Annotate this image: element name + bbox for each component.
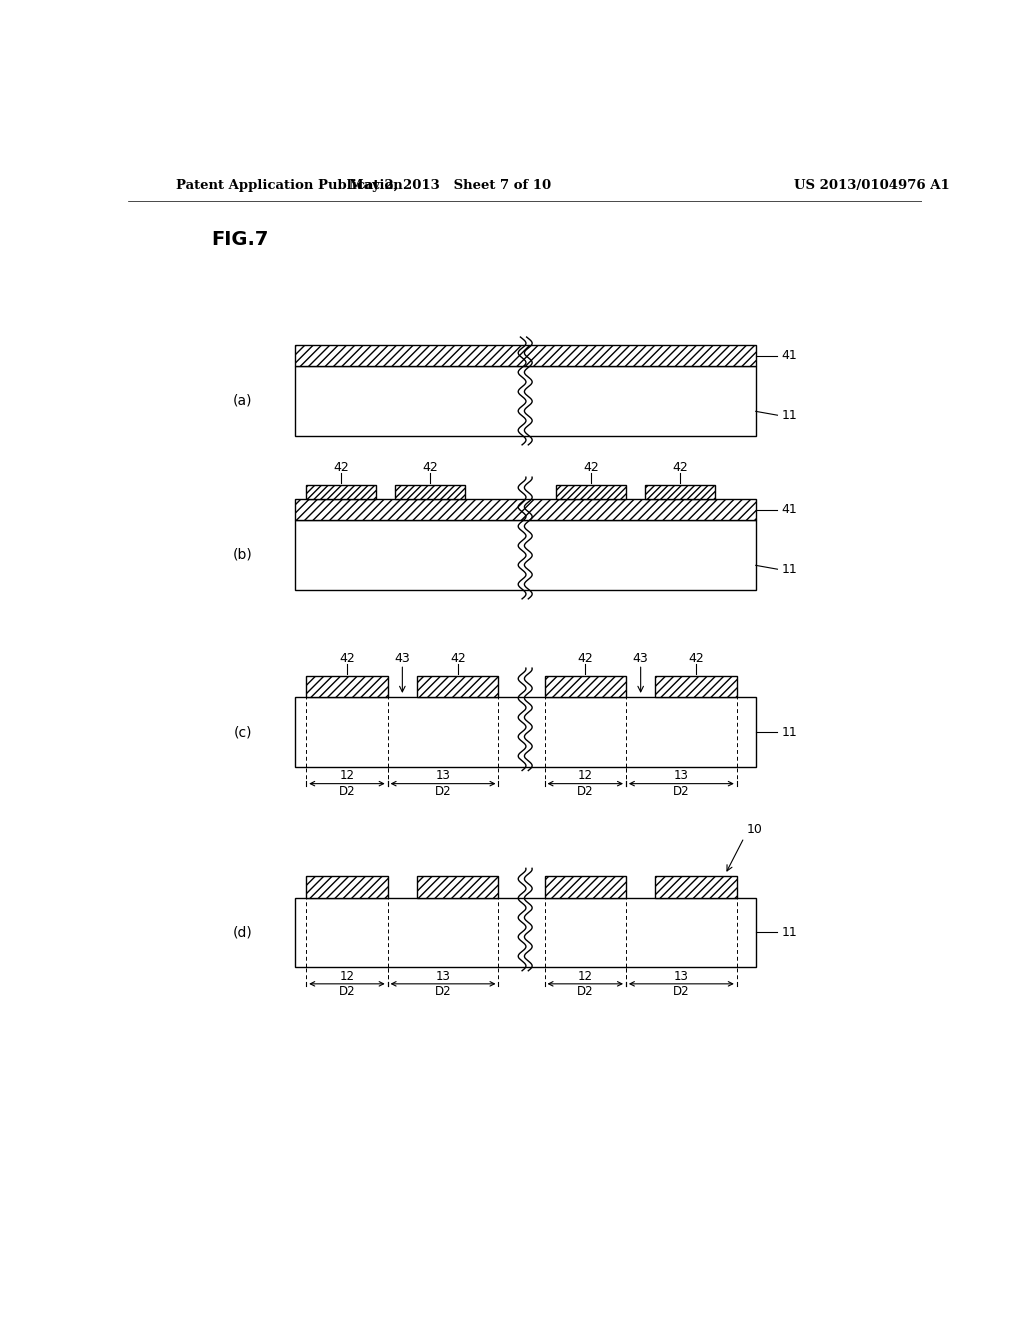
Text: 42: 42: [450, 652, 466, 665]
Text: 42: 42: [584, 462, 599, 474]
Text: 12: 12: [578, 970, 593, 982]
Text: D2: D2: [435, 985, 452, 998]
Text: D2: D2: [339, 985, 355, 998]
Bar: [295, 367, 756, 436]
Text: (d): (d): [232, 925, 253, 940]
Bar: [545, 676, 626, 697]
Bar: [655, 676, 736, 697]
Text: 41: 41: [781, 503, 797, 516]
Bar: [645, 484, 715, 499]
Text: 10: 10: [746, 824, 762, 837]
Bar: [545, 876, 626, 898]
Text: May 2, 2013   Sheet 7 of 10: May 2, 2013 Sheet 7 of 10: [348, 178, 551, 191]
Text: 13: 13: [674, 970, 689, 982]
Text: 11: 11: [781, 726, 797, 739]
Text: D2: D2: [435, 785, 452, 797]
Bar: [395, 484, 465, 499]
Text: D2: D2: [339, 785, 355, 797]
Text: 41: 41: [781, 348, 797, 362]
Text: 42: 42: [688, 652, 703, 665]
Text: 12: 12: [339, 970, 354, 982]
Bar: [295, 520, 756, 590]
Text: D2: D2: [673, 785, 689, 797]
Bar: [655, 876, 736, 898]
Bar: [295, 697, 756, 767]
Bar: [295, 499, 756, 520]
Text: 42: 42: [339, 652, 354, 665]
Text: 42: 42: [673, 462, 688, 474]
Text: 11: 11: [781, 562, 797, 576]
Text: 42: 42: [422, 462, 438, 474]
Text: 43: 43: [394, 652, 411, 665]
Text: 42: 42: [578, 652, 593, 665]
Text: 12: 12: [578, 770, 593, 783]
Bar: [306, 484, 376, 499]
Text: (c): (c): [233, 725, 252, 739]
Text: D2: D2: [577, 985, 594, 998]
Bar: [295, 345, 756, 367]
Bar: [417, 876, 499, 898]
Text: 13: 13: [435, 770, 451, 783]
Text: 11: 11: [781, 409, 797, 421]
Bar: [306, 676, 388, 697]
Text: Patent Application Publication: Patent Application Publication: [176, 178, 402, 191]
Text: D2: D2: [673, 985, 689, 998]
Text: 13: 13: [674, 770, 689, 783]
Bar: [417, 676, 499, 697]
Text: 12: 12: [339, 770, 354, 783]
Text: D2: D2: [577, 785, 594, 797]
Text: 13: 13: [435, 970, 451, 982]
Text: FIG.7: FIG.7: [212, 230, 269, 248]
Bar: [306, 876, 388, 898]
Text: 42: 42: [333, 462, 349, 474]
Text: 11: 11: [781, 925, 797, 939]
Text: US 2013/0104976 A1: US 2013/0104976 A1: [795, 178, 950, 191]
Bar: [556, 484, 626, 499]
Text: (b): (b): [232, 548, 253, 562]
Text: (a): (a): [232, 393, 253, 408]
Bar: [295, 898, 756, 966]
Text: 43: 43: [633, 652, 648, 665]
